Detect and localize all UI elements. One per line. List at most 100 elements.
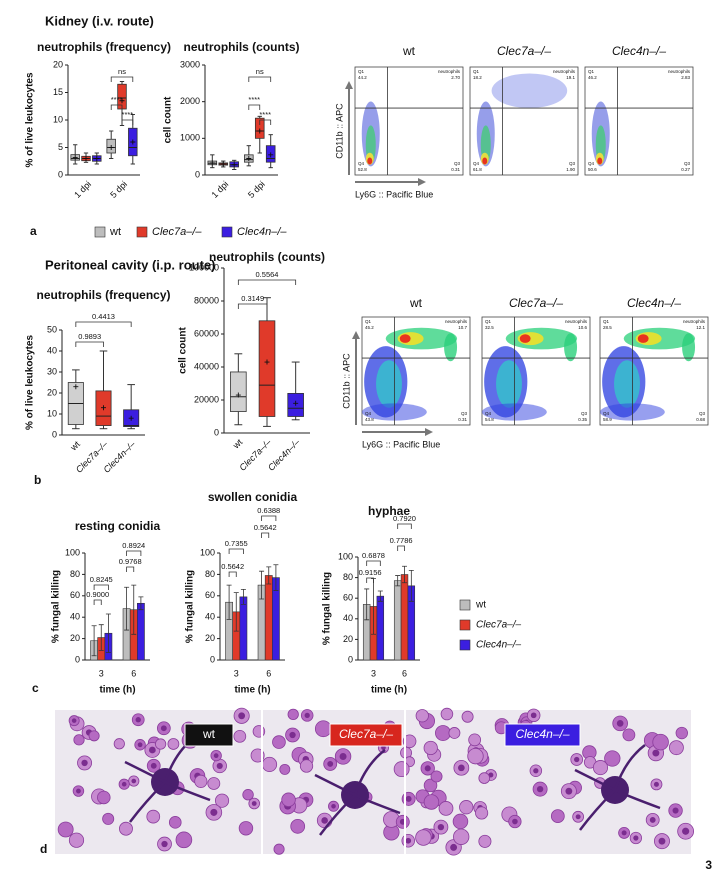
significance-bracket [228, 571, 237, 577]
quadrant-value: 46.2 [588, 75, 597, 80]
cell [550, 809, 565, 824]
cell [97, 790, 111, 805]
error-bar [105, 613, 111, 653]
significance-bracket [121, 119, 134, 125]
cell-nucleus [81, 759, 88, 767]
flow-column-title: Clec4n–/– [612, 44, 666, 58]
y-tick-label: 40 [70, 612, 80, 622]
density-blob [682, 333, 696, 362]
legend-swatch [221, 226, 233, 238]
y-tick-label: 80 [343, 572, 353, 582]
density-blob [614, 360, 640, 408]
hypha [314, 749, 401, 836]
y-tick-label: 0 [58, 169, 63, 179]
significance-bracket [126, 566, 135, 572]
density-blob [637, 334, 649, 343]
quadrant-name: Q3 [454, 161, 461, 166]
y-tick-label: 20 [343, 634, 353, 644]
cell-nucleus [649, 816, 656, 823]
flow-column-title: Clec4n–/– [627, 296, 681, 310]
cell [415, 709, 429, 723]
error-bar [259, 570, 265, 600]
significance-label: ns [256, 67, 264, 76]
significance-bracket [366, 560, 381, 566]
legend-label: Clec4n–/– [237, 226, 287, 238]
error-bar [124, 586, 130, 631]
quadrant-name: Q1 [358, 69, 365, 74]
significance-label: 0.5642 [221, 562, 244, 571]
box-mean [101, 405, 106, 411]
significance-bracket [261, 532, 270, 538]
cell [207, 777, 221, 790]
cell-nucleus [251, 801, 257, 806]
panel-label: b [34, 473, 41, 487]
cell-nucleus [137, 742, 143, 748]
flow-plot [481, 316, 591, 426]
box-mean [108, 145, 114, 150]
legend-swatch [94, 226, 106, 238]
cell-nucleus [530, 712, 537, 719]
y-tick-label: 10 [47, 408, 57, 418]
quadrant-name: Q1 [588, 69, 595, 74]
significance-bracket [228, 548, 244, 554]
cell [459, 800, 474, 815]
cell [440, 707, 454, 721]
box-mean [246, 156, 252, 161]
quadrant-name: Q4 [358, 161, 365, 166]
page-number: 3 [705, 858, 712, 872]
significance-label: 0.9000 [86, 590, 109, 599]
box-mean [72, 154, 78, 160]
significance-bracket [93, 599, 102, 605]
cell-nucleus [71, 718, 77, 723]
quadrant-name: neutrophils [668, 69, 691, 74]
quadrant-value: 52.8 [358, 167, 367, 172]
cell [175, 831, 193, 849]
cell-nucleus [533, 768, 539, 774]
quadrant-name: neutrophils [683, 319, 706, 324]
quadrant-name: Q4 [588, 161, 595, 166]
y-tick-label: 0 [210, 654, 215, 664]
cell [393, 761, 410, 778]
cell [652, 733, 669, 751]
quadrant-value: 0.31 [451, 167, 460, 172]
significance-label: 0.9893 [78, 332, 101, 341]
cell-nucleus [148, 746, 156, 754]
error-bar [273, 564, 279, 591]
y-tick-label: 20 [53, 59, 63, 69]
chart-title: neutrophils (frequency) [36, 288, 170, 302]
quadrant-name: Q1 [473, 69, 480, 74]
quadrant-value: 2.70 [451, 75, 460, 80]
cell-nucleus [575, 814, 581, 820]
error-bar [395, 575, 401, 587]
error-bar [266, 566, 272, 585]
cell-nucleus [160, 725, 167, 732]
y-tick-label: 40 [343, 613, 353, 623]
cell-nucleus [450, 843, 458, 851]
y-tick-label: 40000 [194, 361, 219, 371]
error-bar [402, 565, 407, 584]
y-tick-label: 80000 [194, 295, 219, 305]
cell [423, 778, 438, 793]
quadrant-name: Q3 [699, 411, 706, 416]
cell-nucleus [381, 745, 386, 750]
cell-nucleus [131, 778, 137, 784]
cell [423, 794, 440, 810]
image-label: Clec4n–/– [515, 727, 569, 741]
section-title: Kidney (i.v. route) [45, 13, 154, 28]
flow-x-label: Ly6G :: Pacific Blue [355, 189, 433, 199]
axis-arrow-head [352, 331, 360, 339]
cell [452, 813, 469, 830]
cell [119, 821, 133, 836]
cell [438, 801, 454, 816]
legend-label: wt [109, 226, 121, 238]
cell-nucleus [424, 765, 431, 772]
y-tick-label: 40 [47, 345, 57, 355]
y-tick-label: 100 [338, 551, 353, 561]
significance-label: 0.6388 [257, 506, 280, 515]
y-tick-label: 0 [195, 169, 200, 179]
cell-nucleus [216, 762, 223, 769]
bar [400, 574, 409, 661]
significance-label: 0.4413 [92, 312, 115, 321]
chart-title: hyphae [368, 504, 410, 518]
chart-title: swollen conidia [208, 490, 298, 504]
